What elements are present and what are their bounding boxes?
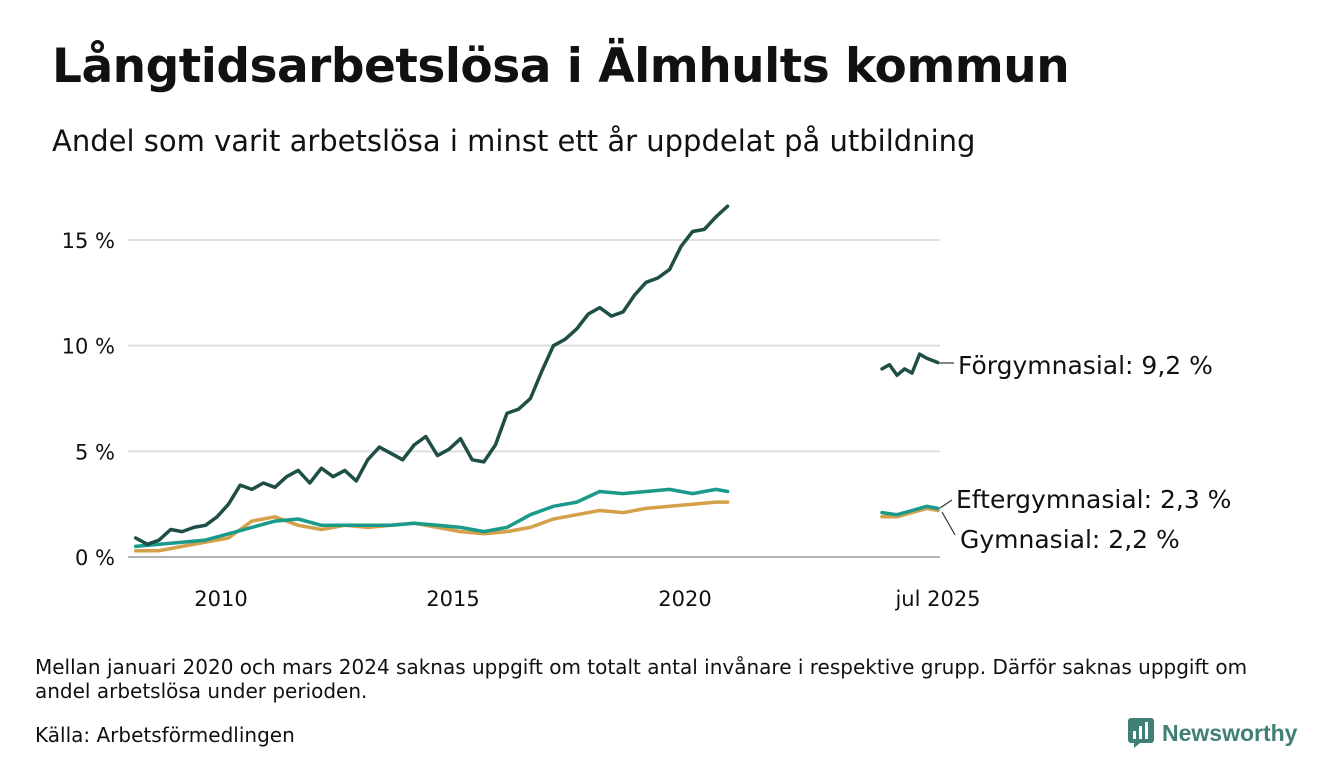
x-tick-label: 2010 [194,587,247,611]
gridlines [128,239,940,558]
series-end-label: Eftergymnasial: 2,3 % [956,485,1231,514]
bar-chart-bubble-icon [1128,718,1154,748]
series-end-label: Gymnasial: 2,2 % [960,525,1180,554]
series-end-label: Förgymnasial: 9,2 % [958,351,1213,380]
x-tick-label: 2015 [426,587,479,611]
series-line-gymnasial [880,506,940,519]
series-lines [133,204,940,553]
brand-name: Newsworthy [1162,719,1298,746]
series-line-eftergymnasial [133,487,730,549]
chart-title: Långtidsarbetslösa i Älmhults kommun [52,39,1070,94]
footnote: Mellan januari 2020 och mars 2024 saknas… [35,655,1248,703]
chart-subtitle: Andel som varit arbetslösa i minst ett å… [52,124,976,158]
x-tick-label: jul 2025 [894,587,980,611]
label-leader-line [941,511,956,536]
y-tick-label: 15 % [62,229,115,253]
series-line-förgymnasial [880,352,940,378]
line-chart: 0 % 5 % 10 % 15 % 2010 2015 2020 jul 2025 Förgym… [62,204,1232,611]
label-leader-line [939,499,953,509]
series-line-förgymnasial [133,204,730,547]
y-tick-label: 10 % [62,335,115,359]
labels: 0 % 5 % 10 % 15 % 2010 2015 2020 jul 2025 Förgym… [62,229,1232,611]
series-line-eftergymnasial [880,504,940,517]
newsworthy-logo: Newsworthy [1128,716,1297,750]
y-tick-label: 5 % [75,440,115,464]
x-tick-label: 2020 [658,587,711,611]
source-credit: Källa: Arbetsförmedlingen [35,723,295,747]
y-tick-label: 0 % [75,546,115,570]
